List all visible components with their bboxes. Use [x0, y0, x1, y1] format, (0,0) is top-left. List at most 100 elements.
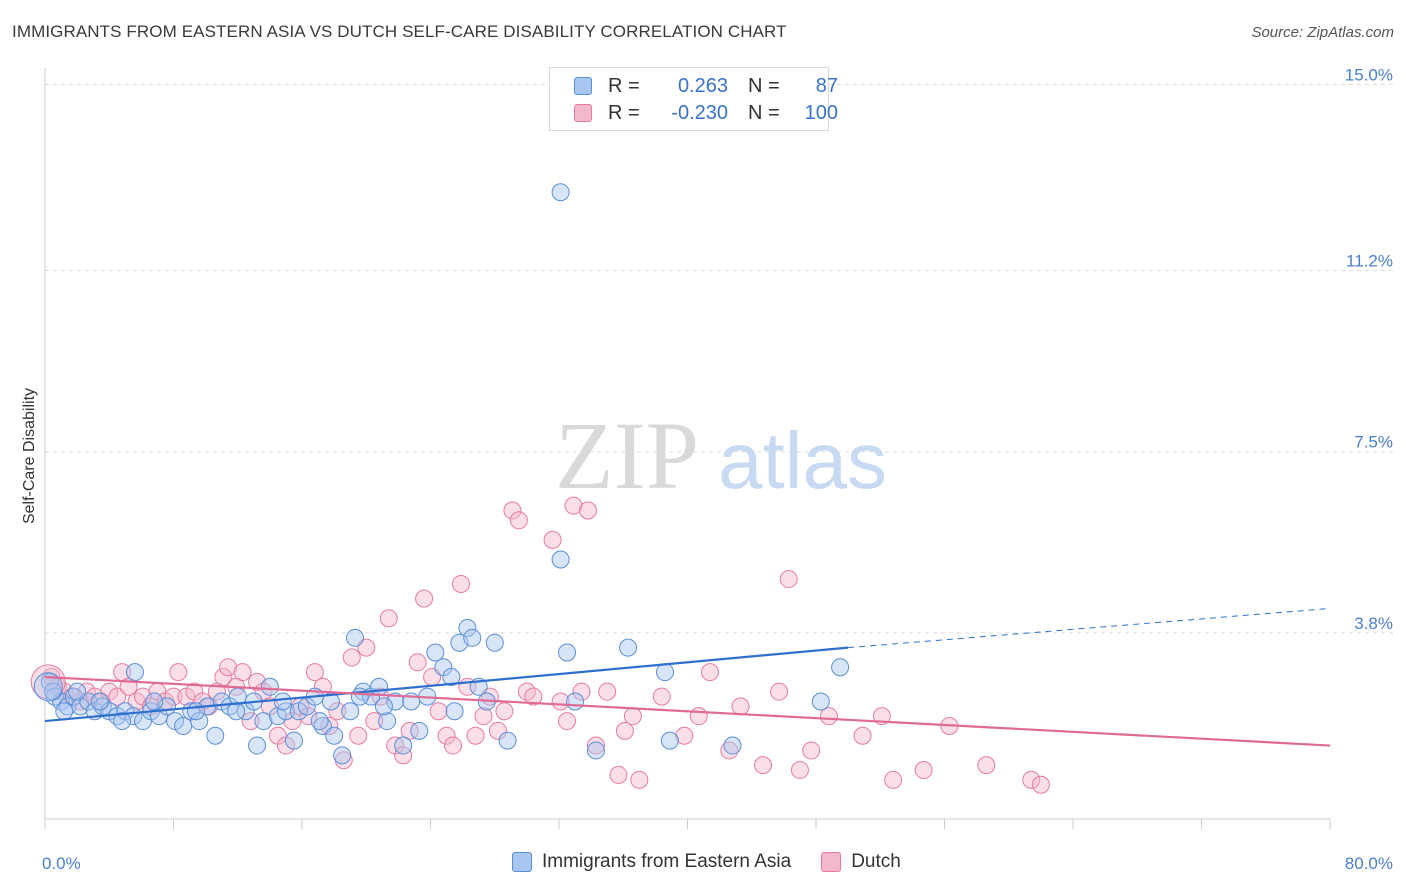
legend-swatch-blue [574, 77, 592, 95]
source-label: Source: ZipAtlas.com [1251, 24, 1394, 41]
eastern-asia-point [458, 619, 477, 638]
dutch-points [30, 496, 1050, 794]
eastern-asia-point [125, 663, 144, 682]
dutch-point [790, 761, 809, 780]
legend-item-eastern-asia[interactable]: Immigrants from Eastern Asia [512, 851, 791, 873]
dutch-point [615, 721, 634, 740]
dutch-point [241, 712, 260, 731]
eastern-asia-point [55, 702, 74, 721]
eastern-asia-point [394, 736, 413, 755]
dutch-point [328, 702, 347, 721]
eastern-asia-point [58, 697, 77, 716]
dutch-point [586, 736, 605, 755]
dutch-point [437, 726, 456, 745]
eastern-asia-point [248, 736, 267, 755]
y-tick-label: 7.5% [1354, 433, 1393, 452]
dutch-point [819, 707, 838, 726]
eastern-asia-point [723, 736, 742, 755]
eastern-asia-point [442, 667, 461, 686]
dutch-point [623, 707, 642, 726]
eastern-asia-point [370, 677, 389, 696]
legend-r-value: -0.230 [671, 101, 728, 124]
eastern-asia-point [68, 682, 87, 701]
eastern-asia-point [551, 183, 570, 202]
dutch-point [884, 770, 903, 789]
dutch-point [169, 663, 188, 682]
dutch-point [488, 721, 507, 740]
eastern-asia-point [113, 712, 132, 731]
trend-lines [44, 607, 1331, 747]
legend-item-dutch[interactable]: Dutch [821, 851, 901, 873]
eastern-asia-point [227, 702, 246, 721]
grid-lines [45, 83, 1395, 634]
x-tick-label: 0.0% [42, 854, 81, 873]
watermark-atlas: atlas [718, 416, 887, 505]
dutch-point [977, 756, 996, 775]
eastern-asia-point [619, 638, 638, 657]
watermark: ZIP atlas [555, 402, 887, 509]
eastern-asia-point [426, 643, 445, 662]
dutch-point [233, 663, 252, 682]
eastern-asia-point [386, 692, 405, 711]
dutch-point [349, 726, 368, 745]
watermark-zip: ZIP [555, 402, 699, 509]
dutch-point [219, 658, 238, 677]
eastern-asia-point [463, 628, 482, 647]
dutch-point [689, 707, 708, 726]
eastern-asia-point [498, 731, 517, 750]
eastern-asia-point [333, 746, 352, 765]
legend-n-value: 87 [815, 74, 838, 97]
dutch-point [443, 736, 462, 755]
chart-title: IMMIGRANTS FROM EASTERN ASIA VS DUTCH SE… [12, 22, 787, 41]
eastern-asia-point [254, 712, 273, 731]
eastern-asia-point [586, 741, 605, 760]
legend-r-label: R = [608, 74, 640, 97]
eastern-asia-point [310, 712, 329, 731]
eastern-asia-trend-line [44, 646, 849, 723]
dutch-point [283, 712, 302, 731]
stats-legend: R = 0.263 N = 87 R = -0.230 N = 100 [549, 67, 838, 131]
eastern-asia-point [64, 687, 83, 706]
eastern-asia-point [346, 628, 365, 647]
series-legend: Immigrants from Eastern Asia Dutch [512, 851, 931, 873]
dutch-point [598, 682, 617, 701]
dutch-point [720, 741, 739, 760]
eastern-asia-point [284, 731, 303, 750]
dutch-point [415, 589, 434, 608]
legend-n-label: N = [748, 101, 780, 124]
dutch-point [320, 716, 339, 735]
y-tick-label: 3.8% [1354, 614, 1393, 633]
eastern-asia-point [378, 712, 397, 731]
eastern-asia-point [145, 692, 164, 711]
dutch-point [731, 697, 750, 716]
legend-label-dutch: Dutch [851, 851, 901, 872]
dutch-point [770, 682, 789, 701]
dutch-point [914, 761, 933, 780]
dutch-point [558, 712, 577, 731]
eastern-asia-point [660, 731, 679, 750]
dutch-point [1031, 775, 1050, 794]
eastern-asia-point [206, 726, 225, 745]
legend-n-value: 100 [804, 101, 838, 124]
dutch-point [305, 663, 324, 682]
eastern-asia-point [260, 677, 279, 696]
eastern-asia-point [558, 643, 577, 662]
dutch-point [394, 746, 413, 765]
legend-r-label: R = [608, 101, 640, 124]
dutch-point [853, 726, 872, 745]
dutch-point [609, 765, 628, 784]
eastern-asia-points [33, 183, 850, 765]
dutch-point [700, 663, 719, 682]
x-tick-labels: 0.0% 80.0% [42, 854, 1393, 873]
dutch-point [474, 707, 493, 726]
dutch-point [164, 687, 183, 706]
dutch-point [675, 726, 694, 745]
eastern-asia-point [811, 692, 830, 711]
y-tick-label: 15.0% [1345, 65, 1393, 84]
eastern-asia-point [341, 702, 360, 721]
eastern-asia-point [174, 716, 193, 735]
dutch-point [495, 702, 514, 721]
eastern-asia-point [566, 692, 585, 711]
dutch-point [365, 712, 384, 731]
